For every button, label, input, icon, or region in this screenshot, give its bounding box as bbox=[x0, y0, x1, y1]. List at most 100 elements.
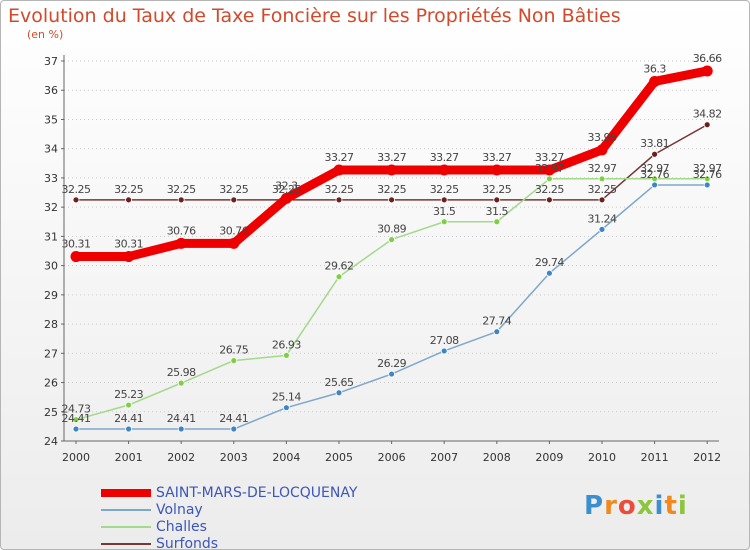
data-label: 33.27 bbox=[482, 151, 511, 164]
data-label: 24.41 bbox=[114, 412, 143, 425]
data-point bbox=[440, 218, 448, 226]
data-label: 36.66 bbox=[693, 52, 722, 65]
data-point bbox=[125, 425, 132, 433]
data-label: 32.76 bbox=[640, 168, 669, 181]
data-point bbox=[440, 196, 448, 204]
legend-label: Surfonds bbox=[156, 536, 219, 550]
data-label: 25.14 bbox=[272, 391, 301, 404]
x-tick-label: 2007 bbox=[430, 451, 458, 464]
data-point bbox=[123, 251, 135, 263]
data-label: 30.76 bbox=[167, 224, 196, 237]
data-label: 30.31 bbox=[62, 238, 91, 251]
proxiti-logo: Proxiti bbox=[584, 491, 688, 521]
data-point bbox=[546, 175, 553, 183]
data-label: 27.74 bbox=[482, 315, 511, 328]
data-label: 32.25 bbox=[535, 183, 564, 196]
data-label: 32.25 bbox=[377, 183, 406, 196]
data-label: 32.76 bbox=[693, 168, 722, 181]
data-label: 25.98 bbox=[167, 366, 196, 379]
x-tick-label: 2005 bbox=[325, 451, 353, 464]
data-point bbox=[543, 164, 555, 176]
y-tick-label: 30 bbox=[44, 260, 58, 273]
data-label: 33.27 bbox=[535, 151, 564, 164]
data-point bbox=[230, 196, 238, 204]
data-point bbox=[282, 404, 290, 412]
data-label: 30.76 bbox=[219, 224, 248, 237]
data-point bbox=[703, 181, 711, 189]
legend-label: Challes bbox=[156, 519, 207, 535]
data-label: 32.25 bbox=[167, 183, 196, 196]
data-label: 32.25 bbox=[272, 183, 301, 196]
data-point bbox=[703, 121, 711, 129]
data-point bbox=[491, 164, 503, 176]
data-label: 26.93 bbox=[272, 338, 301, 351]
data-label: 32.25 bbox=[588, 183, 617, 196]
data-point bbox=[546, 269, 553, 277]
x-tick-label: 2006 bbox=[378, 451, 406, 464]
data-label: 33.96 bbox=[588, 131, 617, 144]
data-point bbox=[701, 65, 713, 77]
legend-label: Volnay bbox=[156, 502, 203, 518]
legend-swatch bbox=[101, 543, 151, 545]
data-point bbox=[388, 196, 396, 204]
data-point bbox=[596, 144, 608, 156]
data-label: 33.27 bbox=[377, 151, 406, 164]
data-point bbox=[177, 379, 185, 387]
data-label: 32.3 bbox=[275, 179, 298, 192]
data-point bbox=[438, 164, 450, 176]
data-label: 33.27 bbox=[325, 151, 354, 164]
data-point bbox=[228, 237, 240, 249]
x-tick-label: 2011 bbox=[641, 451, 669, 464]
data-point bbox=[175, 237, 187, 249]
data-point bbox=[280, 192, 292, 204]
x-tick-label: 2003 bbox=[220, 451, 248, 464]
data-point bbox=[335, 273, 343, 281]
x-tick-label: 2000 bbox=[62, 451, 90, 464]
data-label: 31.5 bbox=[433, 205, 456, 218]
data-point bbox=[493, 218, 501, 226]
data-label: 32.25 bbox=[219, 183, 248, 196]
data-point bbox=[282, 351, 290, 359]
data-label: 24.41 bbox=[167, 412, 196, 425]
data-label: 27.08 bbox=[430, 334, 459, 347]
data-point bbox=[230, 357, 238, 365]
y-tick-label: 24 bbox=[44, 435, 58, 448]
data-point bbox=[177, 196, 185, 204]
y-tick-label: 32 bbox=[44, 201, 58, 214]
data-label: 34.82 bbox=[693, 108, 722, 121]
data-point bbox=[333, 164, 345, 176]
chart-title: Evolution du Taux de Taxe Foncière sur l… bbox=[8, 5, 621, 27]
data-label: 32.25 bbox=[62, 183, 91, 196]
y-tick-label: 28 bbox=[44, 318, 58, 331]
data-label: 32.25 bbox=[482, 183, 511, 196]
data-point bbox=[598, 196, 606, 204]
data-point bbox=[598, 175, 606, 183]
data-label: 32.25 bbox=[325, 183, 354, 196]
unit-label: (en %) bbox=[27, 28, 64, 41]
data-point bbox=[651, 181, 658, 189]
data-label: 31.5 bbox=[486, 205, 509, 218]
data-label: 33.27 bbox=[430, 151, 459, 164]
data-point bbox=[493, 196, 501, 204]
data-point bbox=[335, 389, 343, 397]
data-label: 33.81 bbox=[640, 137, 669, 150]
data-point bbox=[125, 196, 132, 204]
data-label: 26.75 bbox=[219, 344, 248, 357]
x-tick-label: 2010 bbox=[588, 451, 616, 464]
data-point bbox=[335, 196, 343, 204]
data-label: 24.41 bbox=[62, 412, 91, 425]
data-label: 32.97 bbox=[640, 162, 669, 175]
data-point bbox=[493, 328, 501, 336]
y-tick-label: 36 bbox=[44, 84, 58, 97]
data-point bbox=[125, 401, 132, 409]
data-point bbox=[177, 425, 185, 433]
data-point bbox=[72, 425, 80, 433]
data-point bbox=[386, 164, 398, 176]
data-point bbox=[70, 251, 82, 263]
y-tick-label: 37 bbox=[44, 55, 58, 68]
data-label: 29.74 bbox=[535, 256, 564, 269]
y-tick-label: 31 bbox=[44, 230, 58, 243]
data-point bbox=[72, 416, 80, 424]
